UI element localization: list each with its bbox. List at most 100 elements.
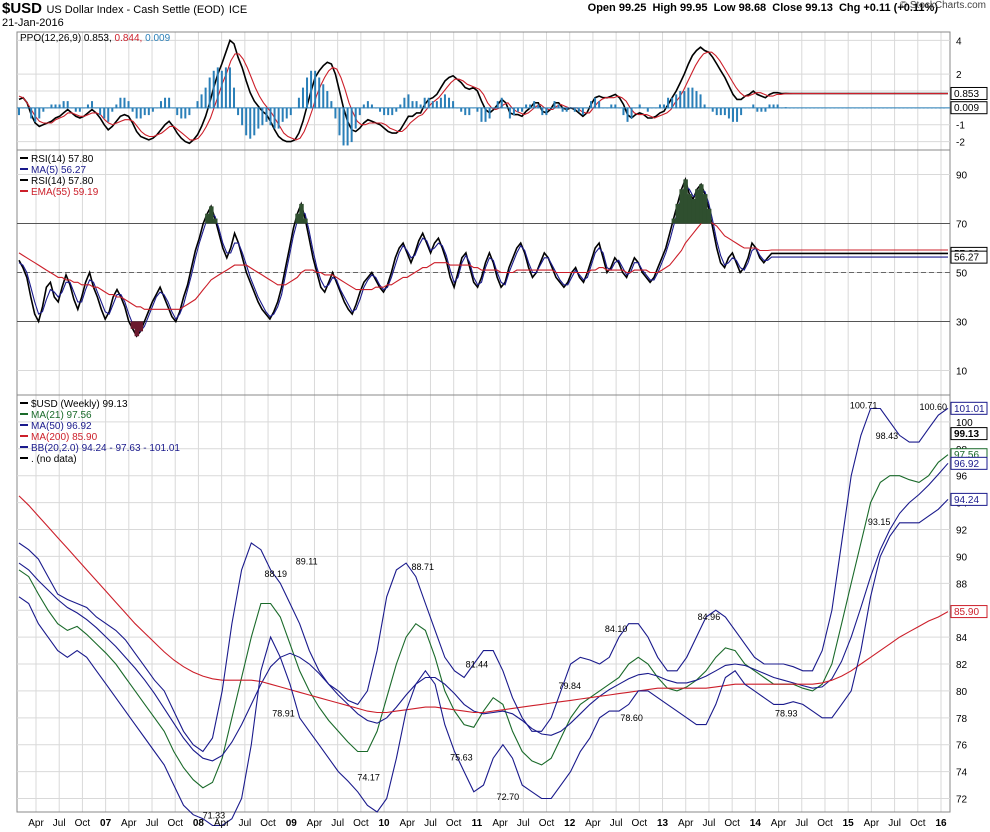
x-tick-label: Apr	[492, 818, 508, 829]
ppo-histogram-bar	[74, 107, 77, 112]
rsi-oversold-fill	[130, 321, 136, 329]
value-tag	[950, 492, 988, 506]
y-tick-label: 84	[956, 633, 968, 644]
ppo-histogram-bar	[423, 97, 426, 109]
ppo-histogram-bar	[683, 91, 686, 109]
y-tick-label: 78	[956, 714, 968, 725]
ppo-histogram-bar	[241, 107, 244, 126]
x-tick-label: Oct	[539, 818, 555, 829]
price-annotation: 81.44	[466, 660, 489, 670]
ppo-histogram-bar	[760, 107, 763, 112]
x-tick-label: Jul	[53, 818, 66, 829]
value-tag	[950, 250, 988, 264]
legend-item: EMA(55) 59.19	[31, 187, 99, 198]
ppo-histogram-bar	[460, 107, 463, 112]
ppo-histogram-bar	[326, 91, 329, 109]
ppo-histogram-bar	[727, 107, 730, 119]
x-tick-label: 10	[379, 818, 391, 829]
ppo-histogram-bar	[99, 107, 102, 116]
ppo-histogram-bar	[736, 107, 739, 122]
ppo-histogram-bar	[516, 107, 519, 112]
ppo-histogram-bar	[204, 87, 207, 109]
ppo-histogram-bar	[257, 107, 260, 129]
ppo-histogram-bar	[58, 104, 61, 109]
ppo-histogram-bar	[297, 97, 300, 109]
ppo-histogram-bar	[731, 107, 734, 122]
ppo-histogram-bar	[715, 107, 718, 116]
price-annotation: 93.15	[868, 517, 891, 527]
quote-line: Open 99.25 High 99.95 Low 98.68 Close 99…	[587, 2, 938, 14]
ppo-histogram-bar	[679, 91, 682, 109]
ppo-histogram-bar	[253, 107, 256, 136]
ppo-histogram-bar	[30, 107, 33, 119]
price-annotation: 75.63	[450, 753, 473, 763]
y-tick-label: 90	[956, 171, 968, 182]
ppo-histogram-bar	[42, 107, 45, 112]
rsi-overbought-fill	[212, 218, 218, 224]
x-tick-label: Apr	[214, 818, 230, 829]
ppo-histogram-bar	[512, 107, 515, 116]
legend-item: MA(50) 96.92	[31, 421, 92, 432]
ppo-histogram-bar	[626, 107, 629, 122]
price-annotation: 84.10	[605, 624, 628, 634]
panel-frame	[16, 394, 951, 813]
legend-item: 0.844,	[112, 33, 143, 44]
ppo-histogram-bar	[216, 67, 219, 109]
ppo-histogram-bar	[338, 107, 341, 136]
date-label: 21-Jan-2016	[2, 17, 64, 29]
ppo-histogram-bar	[188, 107, 191, 116]
value-tag-label: 0.853	[954, 89, 979, 100]
ppo-histogram-bar	[545, 107, 548, 116]
ppo-histogram-bar	[379, 107, 382, 112]
ppo-histogram-bar	[537, 104, 540, 109]
ppo-histogram-bar	[610, 104, 613, 109]
series-line-bb-lower	[18, 499, 949, 827]
ppo-histogram-bar	[687, 87, 690, 109]
price-annotation: 74.17	[357, 772, 380, 782]
ppo-histogram-bar	[663, 104, 666, 109]
series-line-ma-200-	[18, 495, 949, 714]
ppo-histogram-bar	[273, 107, 276, 129]
y-tick-label: 10	[956, 367, 968, 378]
ppo-histogram-bar	[212, 70, 215, 109]
ppo-histogram-bar	[427, 97, 430, 109]
ppo-histogram-bar	[269, 107, 272, 126]
ppo-histogram-bar	[200, 94, 203, 109]
ppo-histogram-bar	[691, 87, 694, 109]
rsi-overbought-fill	[702, 194, 708, 224]
ppo-histogram-bar	[719, 107, 722, 116]
y-tick-label: 92	[956, 526, 968, 537]
x-tick-label: 13	[657, 818, 669, 829]
ppo-histogram-bar	[131, 107, 134, 112]
y-tick-label: 50	[956, 269, 968, 280]
value-tag-label: 97.56	[954, 450, 979, 461]
y-tick-label: 72	[956, 795, 968, 806]
ppo-histogram-bar	[208, 77, 211, 109]
ppo-histogram-bar	[553, 101, 556, 109]
value-tag	[950, 456, 988, 470]
value-tag-label: 101.01	[954, 404, 985, 415]
series-line-ema-55-	[18, 220, 948, 310]
price-annotation: 78.93	[775, 708, 798, 718]
x-tick-label: Jul	[703, 818, 716, 829]
ppo-histogram-bar	[387, 107, 390, 116]
ppo-histogram-bar	[541, 107, 544, 116]
ppo-histogram-bar	[488, 107, 491, 119]
ppo-histogram-bar	[614, 104, 617, 109]
legend-item: MA(5) 56.27	[31, 165, 86, 176]
ppo-histogram-bar	[476, 107, 479, 112]
ppo-histogram-bar	[330, 101, 333, 109]
x-tick-label: Apr	[771, 818, 787, 829]
ppo-histogram-bar	[403, 97, 406, 109]
ppo-histogram-bar	[237, 107, 240, 116]
ppo-histogram-bar	[565, 107, 568, 112]
legend-item: BB(20,2.0) 94.24 - 97.63 - 101.01	[31, 443, 180, 454]
rsi-overbought-fill	[303, 218, 308, 224]
rsi-overbought-fill	[683, 179, 688, 224]
y-tick-label: 74	[956, 768, 968, 779]
ppo-histogram-bar	[139, 107, 142, 119]
ppo-histogram-bar	[220, 70, 223, 109]
ppo-histogram-bar	[180, 107, 183, 119]
ppo-histogram-bar	[127, 101, 130, 109]
